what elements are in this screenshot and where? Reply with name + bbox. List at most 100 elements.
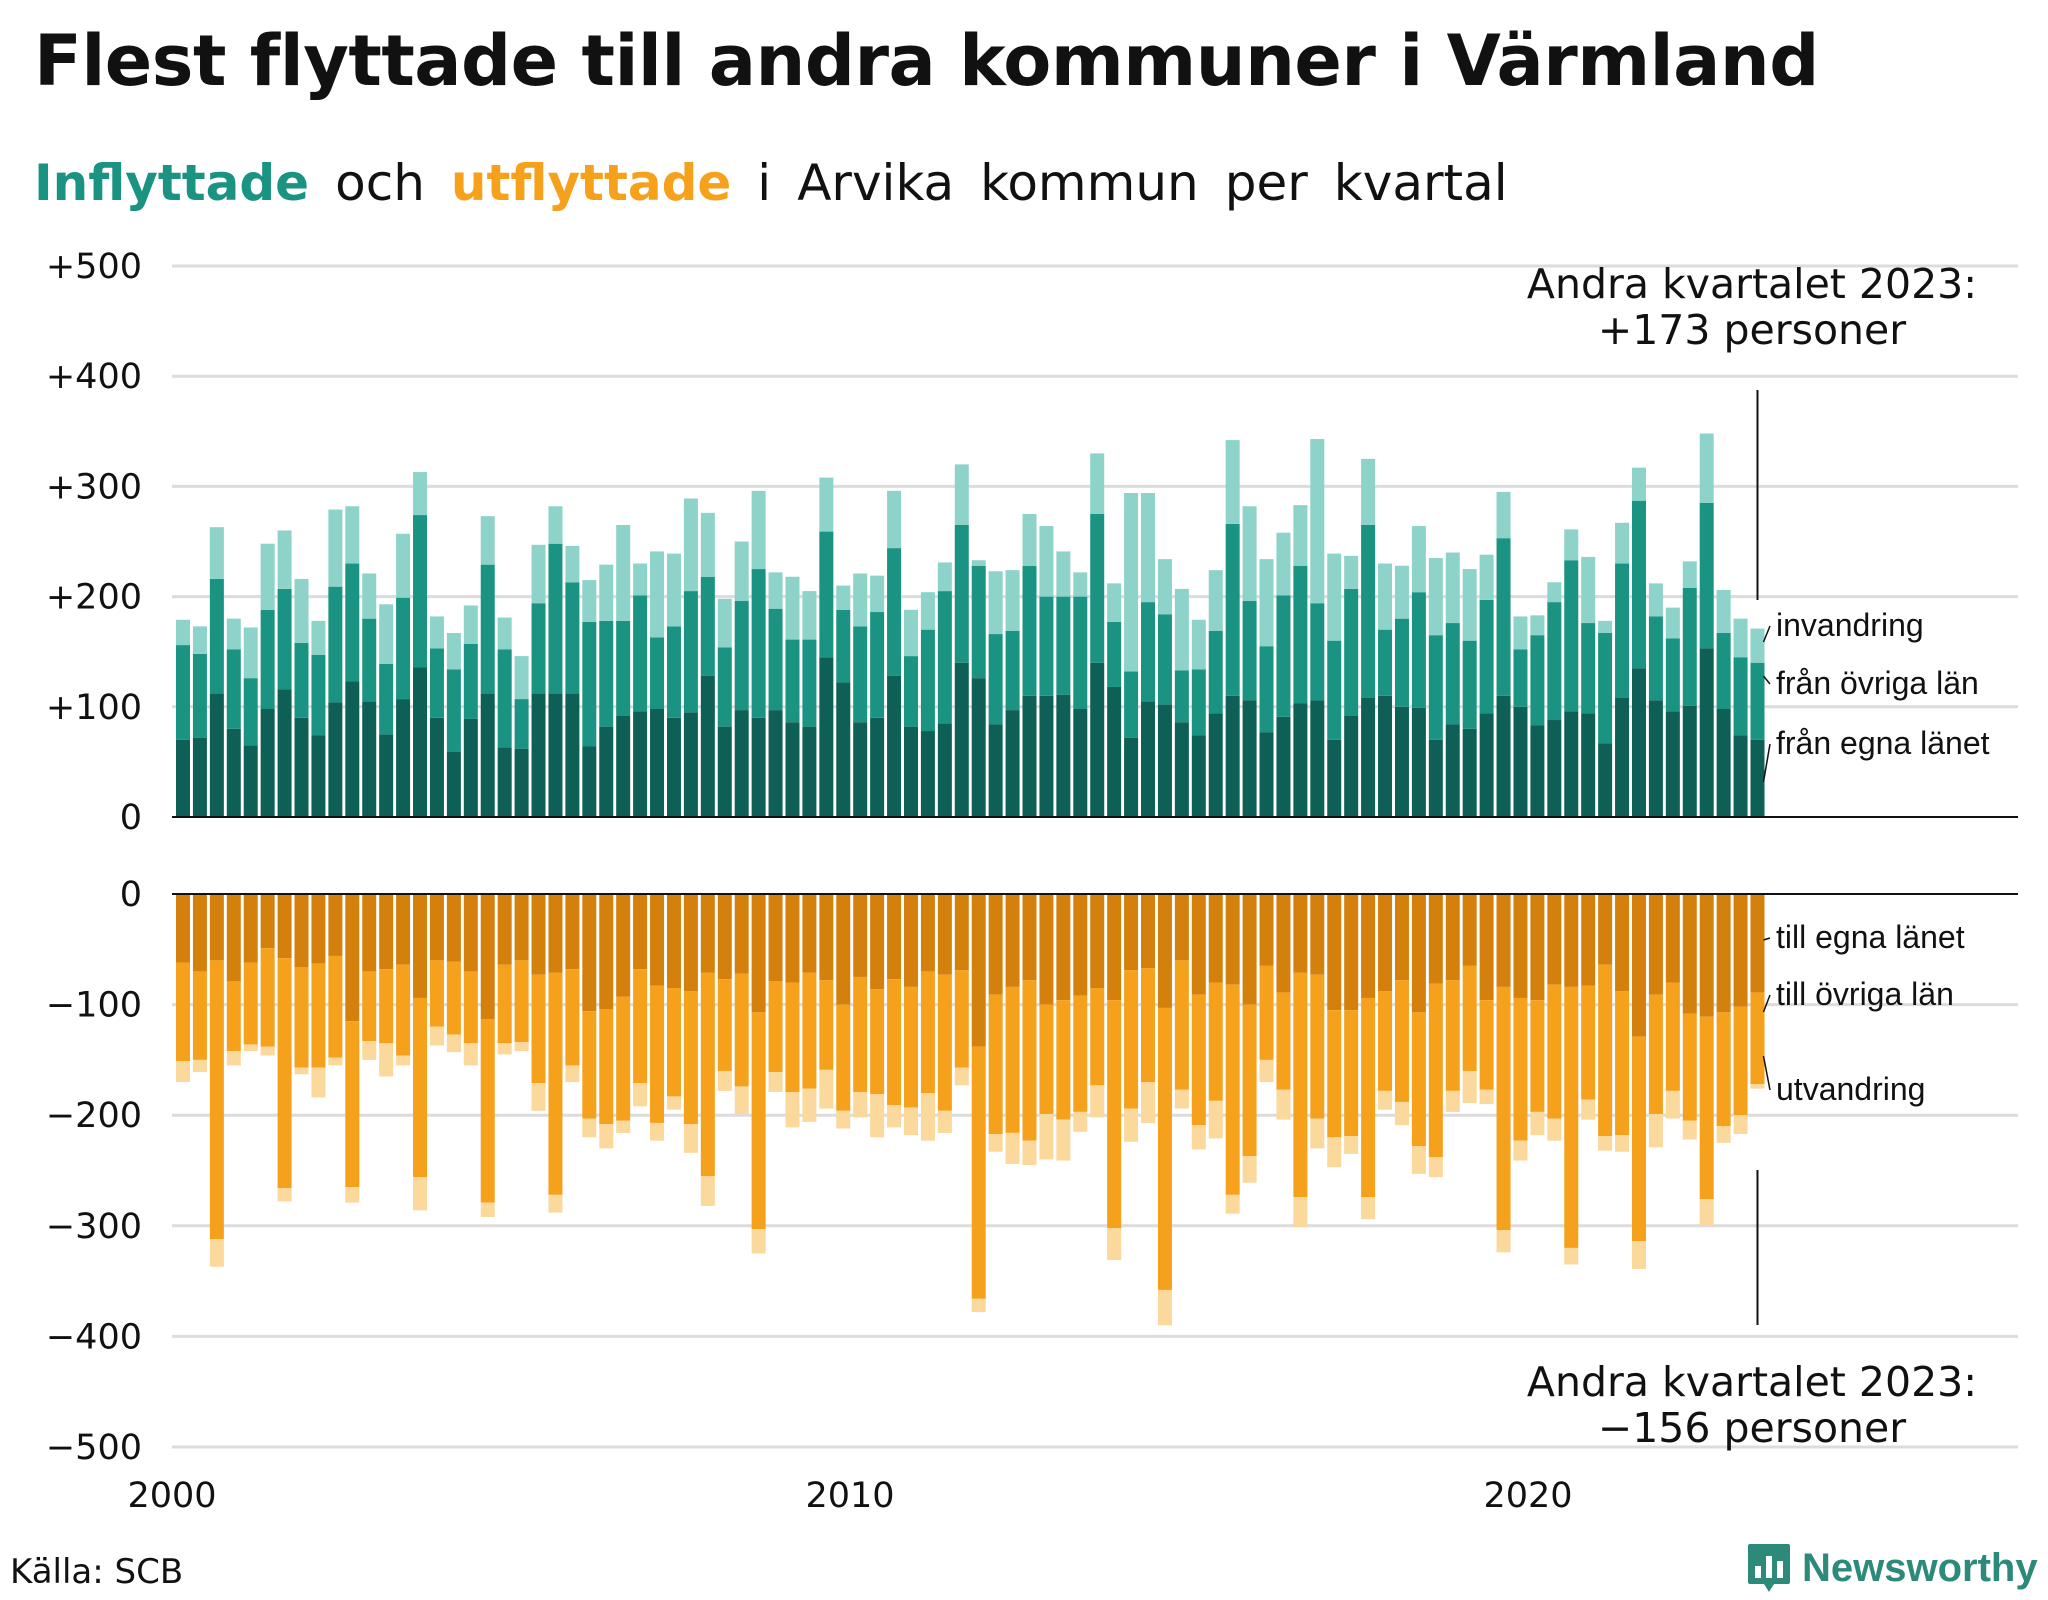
bar-in-segment (768, 572, 783, 609)
bar-out-segment (463, 894, 478, 972)
bar-out-segment (1107, 1000, 1122, 1229)
bar-out-segment (531, 974, 546, 1084)
bar-in-segment (1191, 669, 1206, 736)
bar-out-segment (429, 894, 444, 961)
bar-out-segment (616, 894, 631, 997)
bar-in-segment (751, 569, 766, 718)
bar-out-segment (920, 894, 935, 972)
bar-in-segment (802, 591, 817, 640)
bar-out-segment (345, 894, 360, 1022)
bar-in-segment (362, 573, 377, 619)
bar-in-segment (1581, 623, 1596, 714)
bar-in-segment (260, 543, 275, 610)
bar-out-segment (328, 955, 343, 1058)
bar-in-segment (362, 701, 377, 817)
bar-out-segment (1073, 1111, 1088, 1132)
annotations: Andra kvartalet 2023: +173 personer Andr… (1527, 260, 1977, 1452)
bar-in-segment (717, 598, 732, 648)
bar-out-segment (1208, 894, 1223, 983)
bar-out-segment (1174, 1089, 1189, 1109)
bar-out-segment (650, 1122, 665, 1141)
bar-out-segment (1005, 986, 1020, 1133)
bar-in-segment (1479, 599, 1494, 714)
y-tick-label: −300 (46, 1207, 142, 1247)
bar-out-segment (1022, 1140, 1037, 1165)
bar-in-segment (1344, 715, 1359, 817)
bar-in-segment (1225, 695, 1240, 817)
bar-in-segment (446, 751, 461, 817)
bar-in-segment (1665, 638, 1680, 712)
bar-out-segment (379, 894, 394, 970)
bar-in-segment (1394, 618, 1409, 707)
bar-in-segment (1293, 703, 1308, 817)
bar-out-segment (1107, 1228, 1122, 1261)
bar-out-segment (362, 971, 377, 1042)
bar-out-segment (1445, 894, 1460, 981)
bar-in-segment (1141, 602, 1156, 702)
bar-in-segment (768, 710, 783, 817)
bar-in-segment (311, 735, 326, 817)
bar-in-segment (870, 612, 885, 718)
bar-out-segment (903, 1107, 918, 1136)
bar-in-segment (1682, 587, 1697, 706)
bar-out-segment (497, 1043, 512, 1055)
bar-in-segment (497, 649, 512, 748)
bar-out-segment (463, 1043, 478, 1066)
subtitle-utflyttade: utflyttade (450, 154, 732, 212)
bar-out-segment (277, 958, 292, 1189)
bar-in-segment (1242, 601, 1257, 701)
bar-in-segment (1462, 569, 1477, 641)
bar-out-segment (1733, 894, 1748, 1007)
bar-in-segment (209, 527, 224, 579)
chart-subtitle: Inflyttade och utflyttade i Arvika kommun per k… (34, 154, 1534, 212)
bar-in-segment (1411, 526, 1426, 593)
bar-in-segment (1631, 668, 1646, 817)
bar-out-segment (1750, 1084, 1765, 1089)
bar-out-segment (1090, 988, 1105, 1086)
bar-in-segment (379, 734, 394, 817)
bar-out-segment (768, 1072, 783, 1092)
bar-in-segment (260, 709, 275, 817)
bar-out-segment (1530, 894, 1545, 1001)
bar-out-segment (1276, 1089, 1291, 1120)
bar-in-segment (1276, 532, 1291, 596)
bar-out-segment (565, 894, 580, 970)
bar-out-segment (616, 996, 631, 1121)
bar-out-segment (311, 1067, 326, 1098)
bar-out-segment (1462, 965, 1477, 1071)
bar-out-segment (683, 1124, 698, 1153)
bar-out-segment (514, 960, 529, 1043)
bar-in-segment (294, 578, 309, 643)
bar-in-segment (1428, 635, 1443, 740)
bar-in-segment (1530, 615, 1545, 636)
bar-out-segment (345, 1187, 360, 1203)
bar-in-segment (582, 746, 597, 817)
bar-out-segment (531, 894, 546, 975)
bar-out-segment (903, 894, 918, 987)
bar-out-segment (717, 1070, 732, 1091)
bar-out-segment (1411, 894, 1426, 1013)
bar-in-segment (1665, 711, 1680, 817)
bar-out-segment (717, 979, 732, 1071)
bar-in-segment (887, 675, 902, 817)
bar-in-segment (1276, 716, 1291, 817)
bar-in-segment (599, 620, 614, 727)
bar-out-segment (1581, 985, 1596, 1100)
y-tick-label: +300 (46, 467, 142, 507)
bar-out-segment (1665, 1090, 1680, 1119)
bar-out-segment (582, 1118, 597, 1138)
bar-out-segment (1005, 1132, 1020, 1164)
annotation-bottom-line2: −156 personer (1598, 1404, 1906, 1452)
bar-out-segment (819, 1069, 834, 1109)
bar-in-segment (1056, 596, 1071, 695)
bar-in-segment (1496, 538, 1511, 696)
bar-out-segment (446, 894, 461, 962)
bar-in-segment (1157, 614, 1172, 705)
bar-out-segment (666, 894, 681, 989)
bar-out-segment (429, 960, 444, 1027)
bar-in-segment (209, 578, 224, 694)
bar-out-segment (1564, 894, 1579, 987)
bar-in-segment (1716, 632, 1731, 710)
bar-in-segment (633, 711, 648, 817)
bar-out-segment (480, 894, 495, 1019)
